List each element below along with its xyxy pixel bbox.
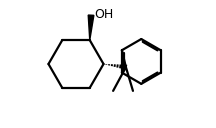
Text: OH: OH	[94, 8, 113, 21]
Polygon shape	[88, 15, 94, 40]
